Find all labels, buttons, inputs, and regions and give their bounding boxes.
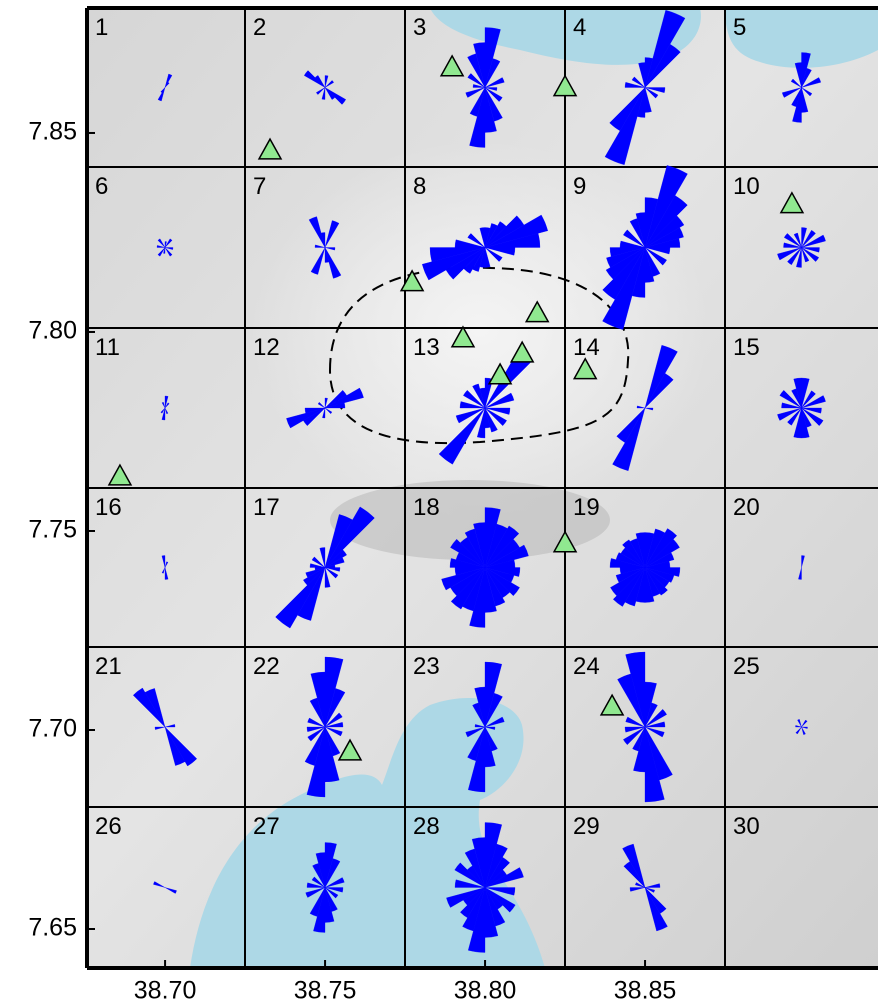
x-tick-label: 38.85 (614, 977, 677, 1005)
cell-label: 17 (253, 494, 280, 521)
cell-label: 11 (95, 334, 120, 361)
cell-label: 4 (573, 14, 586, 41)
y-tick-label: 7.65 (28, 914, 77, 942)
cell-label: 27 (253, 813, 280, 840)
x-tick-label: 38.70 (134, 977, 197, 1005)
cell-label: 29 (573, 813, 600, 840)
y-tick-label: 7.70 (28, 715, 77, 743)
map-figure: 1234567891011121314151617181920212223242… (0, 0, 878, 1008)
y-tick-label: 7.80 (28, 317, 77, 345)
cell-label: 6 (95, 173, 108, 200)
cell-label: 19 (573, 494, 600, 521)
cell-label: 18 (413, 494, 440, 521)
cell-label: 26 (95, 813, 122, 840)
x-tick-label: 38.75 (294, 977, 357, 1005)
massif (250, 140, 710, 520)
cell-label: 8 (413, 173, 426, 200)
cell-label: 7 (253, 173, 266, 200)
cell-label: 5 (733, 14, 746, 41)
cell-label: 30 (733, 813, 760, 840)
cell-label: 23 (413, 653, 440, 680)
cell-label: 10 (733, 173, 760, 200)
cell-label: 21 (95, 653, 122, 680)
cell-label: 2 (253, 14, 266, 41)
cell-label: 20 (733, 494, 760, 521)
cell-label: 1 (95, 14, 108, 41)
cell-label: 15 (733, 334, 760, 361)
cell-label: 3 (413, 14, 426, 41)
cell-label: 25 (733, 653, 760, 680)
cell-label: 16 (95, 494, 122, 521)
cell-label: 24 (573, 653, 600, 680)
x-tick-label: 38.80 (454, 977, 517, 1005)
y-tick-label: 7.75 (28, 516, 77, 544)
cell-label: 22 (253, 653, 280, 680)
cell-label: 28 (413, 813, 440, 840)
cell-label: 13 (413, 334, 440, 361)
y-tick-label: 7.85 (28, 118, 77, 146)
cell-label: 12 (253, 334, 280, 361)
cell-label: 14 (573, 334, 600, 361)
cell-label: 9 (573, 173, 586, 200)
